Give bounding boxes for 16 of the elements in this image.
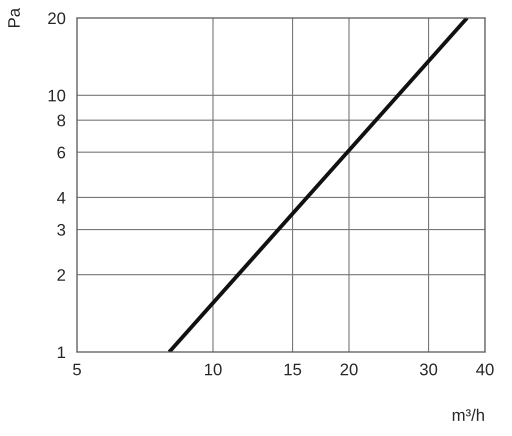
x-tick-label: 20 <box>340 364 358 376</box>
y-tick-label: 2 <box>57 269 66 281</box>
y-tick-label: 8 <box>57 114 66 126</box>
y-tick-label: 4 <box>57 192 66 204</box>
x-tick-label: 10 <box>205 364 222 376</box>
x-tick-label: 30 <box>420 364 438 376</box>
x-axis-title: m³/h <box>452 408 484 422</box>
y-tick-label: 3 <box>57 224 66 236</box>
y-tick-label: 1 <box>58 346 66 358</box>
x-tick-label: 40 <box>476 364 494 376</box>
y-tick-label: 10 <box>48 90 66 102</box>
x-tick-label: 5 <box>73 364 81 376</box>
y-tick-label: 20 <box>48 12 66 24</box>
y-axis-title: Pa <box>8 8 20 27</box>
x-tick-label: 15 <box>284 364 302 376</box>
y-tick-label: 6 <box>57 146 66 158</box>
